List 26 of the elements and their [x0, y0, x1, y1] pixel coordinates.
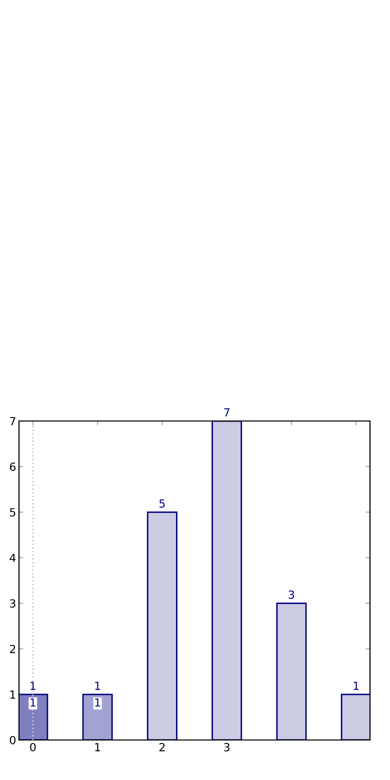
bar — [212, 421, 242, 740]
bar — [82, 694, 113, 740]
data-label: 1 — [30, 698, 36, 707]
y-tick-label: 2 — [10, 644, 16, 654]
annotation: 1 — [95, 682, 100, 690]
annotation: 1 — [30, 682, 36, 690]
bar — [276, 602, 307, 740]
data-label: 7 — [224, 408, 230, 416]
y-tick-label: 7 — [10, 417, 16, 426]
x-tick-label: 2 — [159, 742, 165, 752]
data-label: 1 — [95, 698, 100, 707]
y-tick-label: 3 — [10, 599, 16, 608]
bar — [146, 511, 178, 740]
y-tick-label: 4 — [10, 554, 16, 562]
data-label: 3 — [288, 590, 294, 599]
x-tick-label: 0 — [30, 742, 36, 752]
data-label: 5 — [160, 499, 165, 508]
y-tick-label: 0 — [10, 736, 16, 744]
y-tick-label: 1 — [10, 690, 16, 699]
data-label: 1 — [354, 682, 359, 690]
y-tick-label: 6 — [10, 462, 16, 471]
x-tick-label: 1 — [95, 743, 100, 752]
y-tick-label: 5 — [10, 508, 16, 517]
bar — [19, 694, 48, 740]
x-tick-label: 3 — [224, 742, 230, 752]
bar — [340, 694, 370, 740]
